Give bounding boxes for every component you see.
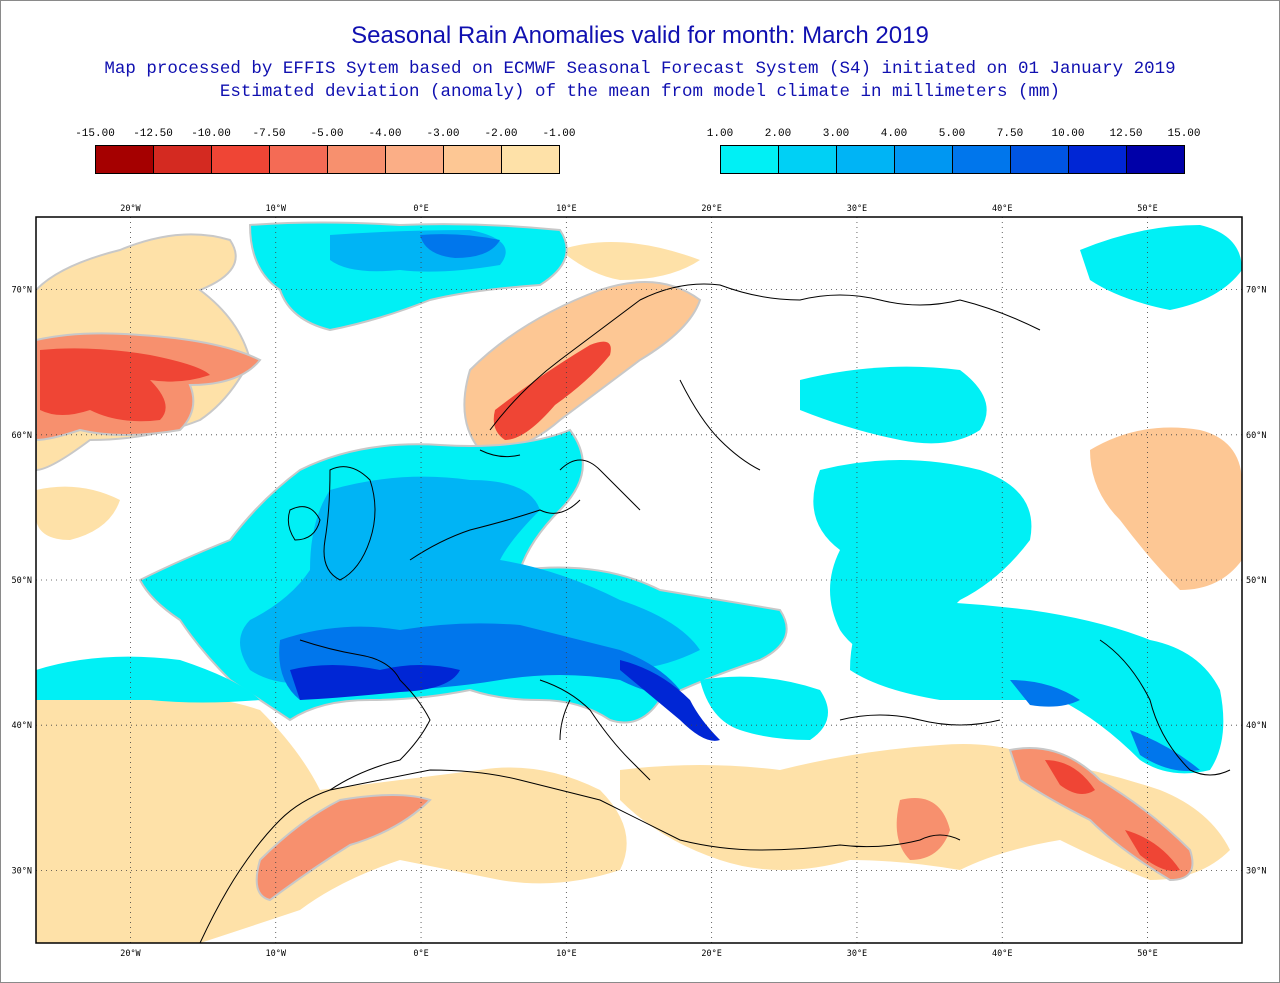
longitude-tick-label: 0°E (413, 204, 428, 214)
legend-label: -4.00 (368, 128, 402, 140)
dry-region-atlantic-mid (36, 486, 120, 540)
wet-region-alps-max (290, 660, 720, 741)
legend-label: 1.00 (706, 128, 734, 140)
coastline-turkey-caspian (839, 639, 1231, 776)
legend-label: -15.00 (75, 128, 115, 140)
longitude-tick-label: 40°E (992, 204, 1012, 214)
legend-color-box (778, 145, 837, 174)
legend-label: -5.00 (310, 128, 344, 140)
wet-region-caucasus-core (1010, 680, 1200, 771)
coastlines (199, 283, 1231, 943)
longitude-tick-label: 20°E (701, 204, 721, 214)
longitude-tick-label: 0°E (413, 949, 428, 959)
coastline-italy (539, 679, 651, 781)
legend-label: -7.50 (252, 128, 286, 140)
latitude-tick-label: 30°N (12, 866, 32, 876)
longitude-tick-label: 10°W (266, 949, 287, 959)
latitude-tick-label: 30°N (1246, 866, 1266, 876)
legend-color-box (1010, 145, 1069, 174)
dry-region-barents (560, 242, 700, 280)
latitude-tick-label: 50°N (1246, 576, 1266, 586)
legend-color-box (1126, 145, 1185, 174)
wet-region-balkans (700, 676, 828, 740)
dry-region-zagros-core (1045, 760, 1180, 871)
longitude-tick-label: 50°E (1137, 204, 1157, 214)
coastline-continental-europe (199, 499, 581, 943)
dry-region-iceland-max (40, 348, 210, 422)
legend-label: 4.00 (880, 128, 908, 140)
legend-label: -12.50 (133, 128, 173, 140)
dry-region-east-kazakh (1090, 427, 1242, 590)
axis-tick-labels: 20°W 20°W 10°W 10°W 0°E 0°E 10°E 10°E 20°E 20°E 30… (12, 204, 1267, 959)
latitude-tick-label: 40°N (12, 721, 32, 731)
legend-label: 7.50 (996, 128, 1024, 140)
dry-region-atlas (255, 794, 432, 902)
latitude-tick-label: 70°N (12, 286, 32, 296)
map-border (35, 216, 1243, 944)
legend-label: -1.00 (542, 128, 576, 140)
wet-region-norwegian-sea-max (420, 234, 500, 258)
longitude-tick-label: 10°E (556, 949, 576, 959)
wet-region-iberia-north (36, 656, 260, 703)
coastline-scandinavia (479, 283, 1041, 511)
longitude-tick-label: 20°W (120, 949, 141, 959)
legend-color-box (952, 145, 1011, 174)
anomaly-fields (36, 221, 1242, 943)
legend-color-box (1068, 145, 1127, 174)
legend-color-box (836, 145, 895, 174)
longitude-tick-label: 50°E (1137, 949, 1157, 959)
map-title: Seasonal Rain Anomalies valid for month:… (351, 22, 929, 49)
longitude-tick-label: 10°E (556, 204, 576, 214)
latitude-tick-label: 70°N (1246, 286, 1266, 296)
longitude-tick-label: 30°E (847, 949, 867, 959)
coastline-british-isles (287, 466, 376, 581)
latitude-tick-label: 40°N (1246, 721, 1266, 731)
legend-label: 5.00 (938, 128, 966, 140)
map-subtitle-source: Map processed by EFFIS Sytem based on EC… (104, 59, 1176, 79)
legend-color-box (327, 145, 386, 174)
legend-color-box (501, 145, 560, 174)
graticule (36, 217, 1242, 943)
coastline-north-africa (329, 769, 961, 851)
latitude-tick-label: 60°N (1246, 431, 1266, 441)
longitude-tick-label: 30°E (847, 204, 867, 214)
longitude-tick-label: 40°E (992, 949, 1012, 959)
legend-label: 10.00 (1051, 128, 1085, 140)
legend-label: 12.50 (1109, 128, 1143, 140)
legend-label: 2.00 (764, 128, 792, 140)
legend-label: -2.00 (484, 128, 518, 140)
dry-region-levant (896, 798, 950, 860)
legend-label: -10.00 (191, 128, 231, 140)
legend-label: -3.00 (426, 128, 460, 140)
longitude-tick-label: 10°W (266, 204, 287, 214)
legend-label: 15.00 (1167, 128, 1201, 140)
map-subtitle-description: Estimated deviation (anomaly) of the mea… (219, 82, 1061, 102)
wet-region-greenland-sea (1080, 225, 1242, 310)
longitude-tick-label: 20°E (701, 949, 721, 959)
latitude-tick-label: 60°N (12, 431, 32, 441)
wet-region-baltic-russia (800, 366, 987, 444)
legend-color-box (385, 145, 444, 174)
latitude-tick-label: 50°N (12, 576, 32, 586)
legend-color-box (720, 145, 779, 174)
legend-label: 3.00 (822, 128, 850, 140)
dry-region-norway-core (493, 341, 611, 440)
longitude-tick-label: 20°W (120, 204, 141, 214)
legend-color-box (269, 145, 328, 174)
